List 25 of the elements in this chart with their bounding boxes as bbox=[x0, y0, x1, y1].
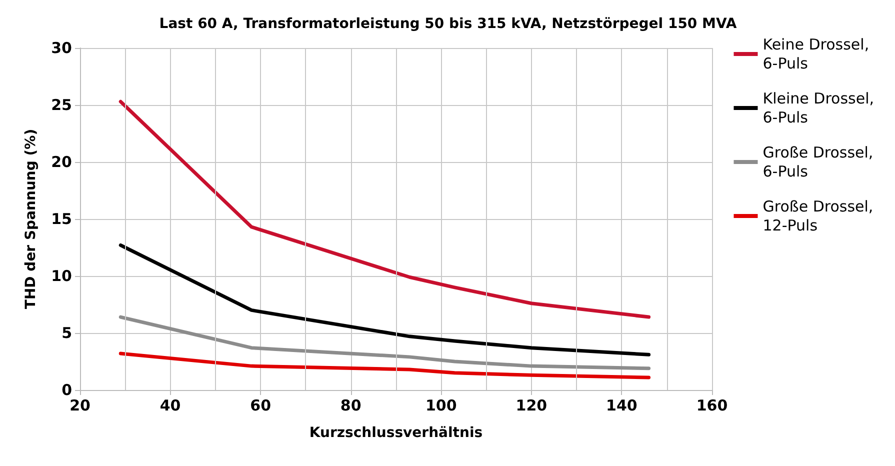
legend-label: Große Drossel, 12-Puls bbox=[762, 198, 874, 234]
y-tick-label: 30 bbox=[51, 39, 72, 57]
y-axis-title: THD der Spannung (%) bbox=[23, 128, 39, 310]
x-tick-label: 120 bbox=[516, 396, 548, 414]
line-series bbox=[118, 243, 651, 356]
y-tick-label: 25 bbox=[51, 96, 72, 114]
line-series bbox=[118, 315, 651, 370]
x-tick-label: 140 bbox=[606, 396, 638, 414]
y-tick-label: 5 bbox=[62, 324, 72, 342]
y-tick-label: 20 bbox=[51, 153, 72, 171]
x-tick-label: 40 bbox=[160, 396, 181, 414]
x-tick-label: 160 bbox=[696, 396, 728, 414]
legend-label: Kleine Drossel, 6-Puls bbox=[762, 90, 874, 126]
chart-title: Last 60 A, Transformatorleistung 50 bis 315 kVA, Netzstörpegel 150 MVA bbox=[159, 16, 737, 32]
x-tick-label: 60 bbox=[250, 396, 272, 414]
y-tick-label: 15 bbox=[51, 210, 72, 228]
y-tick-label: 0 bbox=[62, 381, 72, 399]
line-series bbox=[118, 352, 651, 380]
line-series bbox=[118, 100, 651, 319]
x-axis-title: Kurzschlussverhältnis bbox=[309, 425, 483, 441]
legend-label: Große Drossel, 6-Puls bbox=[762, 144, 874, 180]
y-tick-label: 10 bbox=[51, 267, 72, 285]
x-tick-label: 80 bbox=[340, 396, 362, 414]
legend-label: Keine Drossel, 6-Puls bbox=[762, 36, 870, 72]
x-tick-label: 100 bbox=[425, 396, 457, 414]
